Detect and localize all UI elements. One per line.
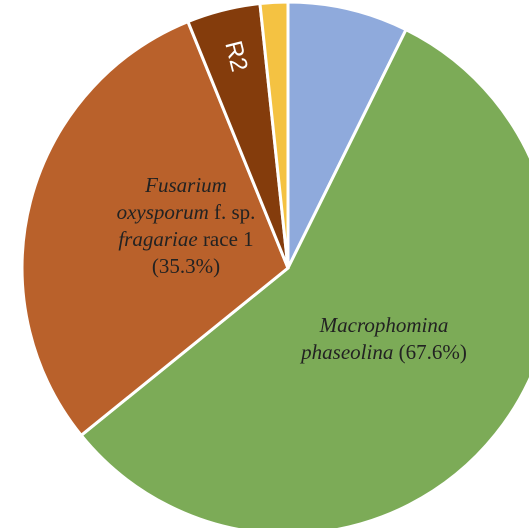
slice-label: Macrophomina phaseolina (67.6%) (299, 313, 467, 364)
slice-label: Fusarium oxysporum f. sp. fragariae race 1… (117, 173, 256, 278)
label-word: race (198, 227, 238, 251)
pie-slice (258, 0, 290, 269)
label-word: sp. (226, 200, 255, 224)
label-word: f. (209, 200, 227, 224)
pie-slice (20, 19, 290, 438)
pie-slice (286, 0, 409, 269)
value-label: (35.3%) (152, 254, 220, 278)
label-word: Fusarium (144, 173, 227, 197)
label-word: phaseolina (299, 340, 393, 364)
label-word: Macrophomina (319, 313, 449, 337)
pie-slice (79, 27, 529, 528)
value-label: (67.6%) (393, 340, 466, 364)
label-word: fragariae (118, 227, 197, 251)
label-word: oxysporum (117, 200, 209, 224)
label-word: 1 (238, 227, 254, 251)
